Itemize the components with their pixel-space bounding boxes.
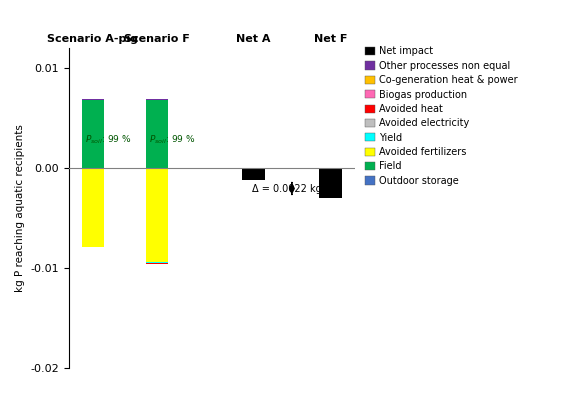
Bar <box>82 98 104 100</box>
Bar <box>242 168 265 180</box>
Bar <box>146 100 168 168</box>
Legend: Net impact, Other processes non equal, Co-generation heat & power, Biogas produc: Net impact, Other processes non equal, C… <box>365 46 518 186</box>
Bar <box>146 262 168 263</box>
Bar <box>146 168 168 262</box>
Text: $P_{soil}$: 99 %: $P_{soil}$: 99 % <box>149 133 196 146</box>
Bar <box>146 263 168 264</box>
Bar <box>82 100 104 168</box>
Text: $P_{soil}$: 99 %: $P_{soil}$: 99 % <box>85 133 132 146</box>
Text: Δ = 0.0022 kg P: Δ = 0.0022 kg P <box>252 184 331 194</box>
Bar <box>319 168 341 198</box>
Bar <box>82 168 104 247</box>
Bar <box>146 98 168 100</box>
Y-axis label: kg P reaching aquatic recipients: kg P reaching aquatic recipients <box>15 124 25 292</box>
